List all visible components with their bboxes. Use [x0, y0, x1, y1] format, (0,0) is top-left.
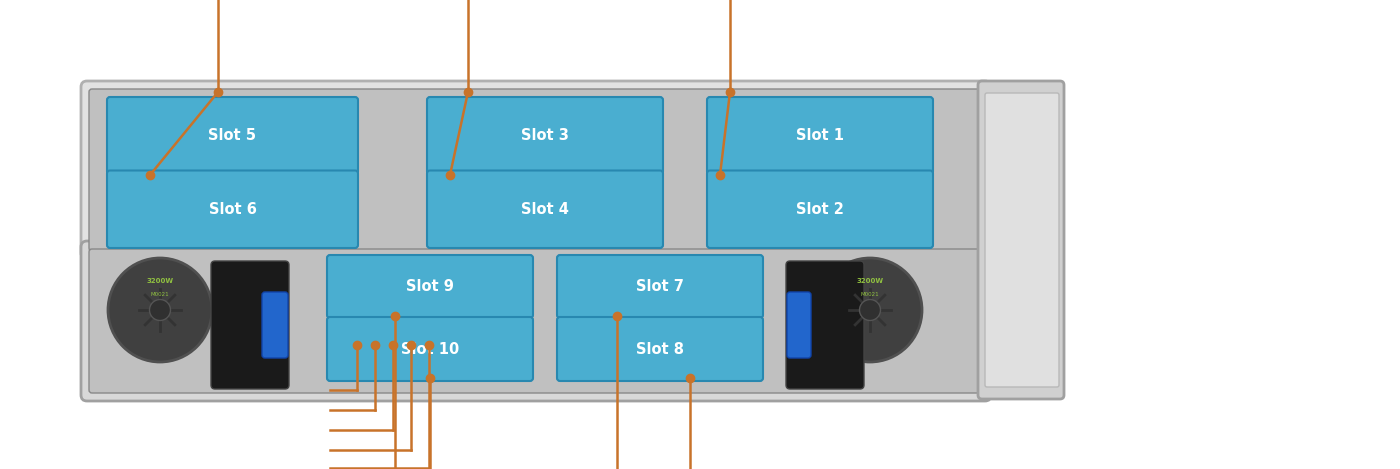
Text: Slot 5: Slot 5: [209, 128, 256, 143]
FancyBboxPatch shape: [787, 292, 811, 358]
FancyBboxPatch shape: [81, 81, 991, 259]
Text: Slot 9: Slot 9: [406, 279, 454, 294]
Circle shape: [818, 258, 923, 362]
Text: 3200W: 3200W: [857, 279, 883, 284]
Circle shape: [108, 258, 211, 362]
Text: Slot 4: Slot 4: [521, 202, 568, 217]
FancyBboxPatch shape: [427, 97, 664, 174]
Circle shape: [860, 300, 881, 320]
FancyBboxPatch shape: [427, 171, 664, 248]
FancyBboxPatch shape: [106, 171, 358, 248]
FancyBboxPatch shape: [986, 93, 1058, 387]
FancyBboxPatch shape: [979, 81, 1064, 399]
FancyBboxPatch shape: [90, 249, 983, 393]
Text: Slot 8: Slot 8: [636, 341, 685, 356]
FancyBboxPatch shape: [262, 292, 288, 358]
FancyBboxPatch shape: [211, 261, 288, 389]
FancyBboxPatch shape: [90, 89, 983, 251]
FancyBboxPatch shape: [106, 97, 358, 174]
Text: Slot 1: Slot 1: [797, 128, 844, 143]
Circle shape: [150, 300, 171, 320]
FancyBboxPatch shape: [707, 97, 932, 174]
Text: Slot 3: Slot 3: [521, 128, 568, 143]
Text: M0021: M0021: [861, 292, 879, 297]
FancyBboxPatch shape: [328, 255, 533, 318]
Text: Slot 7: Slot 7: [636, 279, 685, 294]
FancyBboxPatch shape: [707, 171, 932, 248]
Text: Slot 2: Slot 2: [797, 202, 844, 217]
FancyBboxPatch shape: [328, 317, 533, 381]
FancyBboxPatch shape: [81, 241, 991, 401]
Text: M0021: M0021: [151, 292, 169, 297]
Text: Slot 10: Slot 10: [400, 341, 459, 356]
FancyBboxPatch shape: [785, 261, 864, 389]
Text: 3200W: 3200W: [147, 279, 174, 284]
FancyBboxPatch shape: [557, 255, 763, 318]
FancyBboxPatch shape: [557, 317, 763, 381]
Text: Slot 6: Slot 6: [209, 202, 256, 217]
